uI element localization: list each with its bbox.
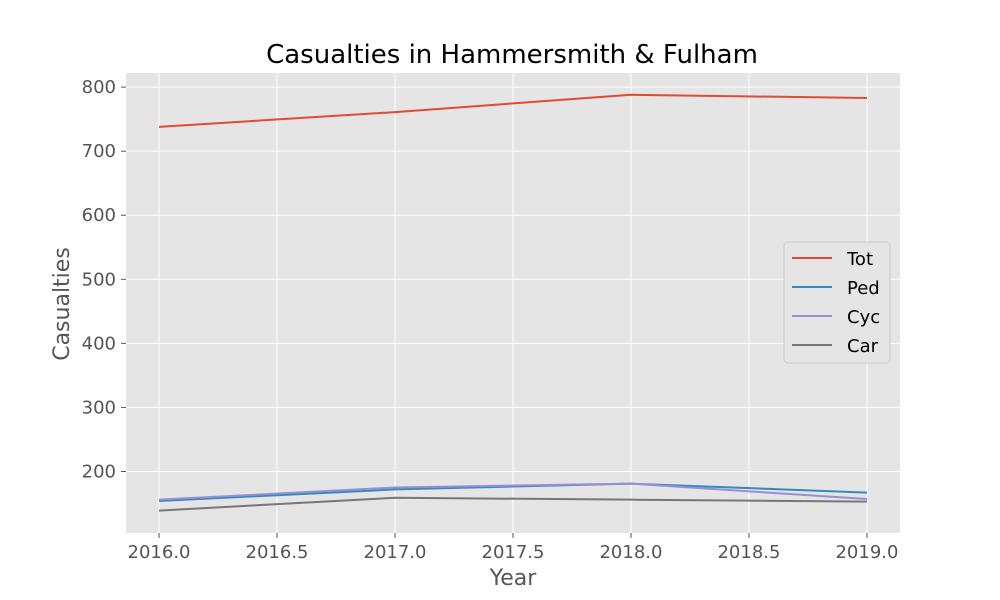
series-lines — [158, 93, 868, 512]
series-line-tot — [158, 93, 867, 128]
x-tick-label: 2019.0 — [835, 542, 898, 563]
x-tick-label: 2018.5 — [717, 542, 780, 563]
series-line-car — [158, 496, 867, 512]
x-tick-label: 2016.5 — [246, 542, 309, 563]
y-axis-ticks: 200 300 400 500 600 700 800 — [82, 77, 126, 482]
y-tick-label: 400 — [82, 333, 116, 354]
y-tick-label: 800 — [82, 77, 116, 98]
legend-label-ped: Ped — [847, 278, 880, 299]
y-tick-label: 700 — [82, 141, 116, 162]
legend-items: Tot Ped Cyc Car — [792, 249, 880, 357]
chart-title: Casualties in Hammersmith & Fulham — [266, 40, 758, 70]
y-tick-label: 500 — [82, 269, 116, 290]
legend-label-tot: Tot — [846, 249, 873, 270]
legend: Tot Ped Cyc Car — [783, 241, 891, 364]
x-tick-label: 2017.0 — [364, 542, 427, 563]
x-tick-label: 2016.0 — [128, 542, 191, 563]
x-axis-ticks: 2016.0 2016.5 2017.0 2017.5 2018.0 2018.5 2019… — [128, 533, 898, 563]
x-axis-label: Year — [489, 566, 538, 591]
legend-label-car: Car — [847, 336, 879, 357]
y-tick-label: 200 — [82, 461, 116, 482]
y-tick-label: 300 — [82, 397, 116, 418]
x-tick-label: 2017.5 — [482, 542, 545, 563]
legend-box — [783, 241, 891, 364]
y-tick-label: 600 — [82, 205, 116, 226]
grid-lines — [126, 73, 900, 533]
legend-label-cyc: Cyc — [847, 307, 880, 328]
x-tick-label: 2018.0 — [599, 542, 662, 563]
y-axis-label: Casualties — [50, 247, 75, 361]
series-line-cyc — [158, 482, 868, 501]
